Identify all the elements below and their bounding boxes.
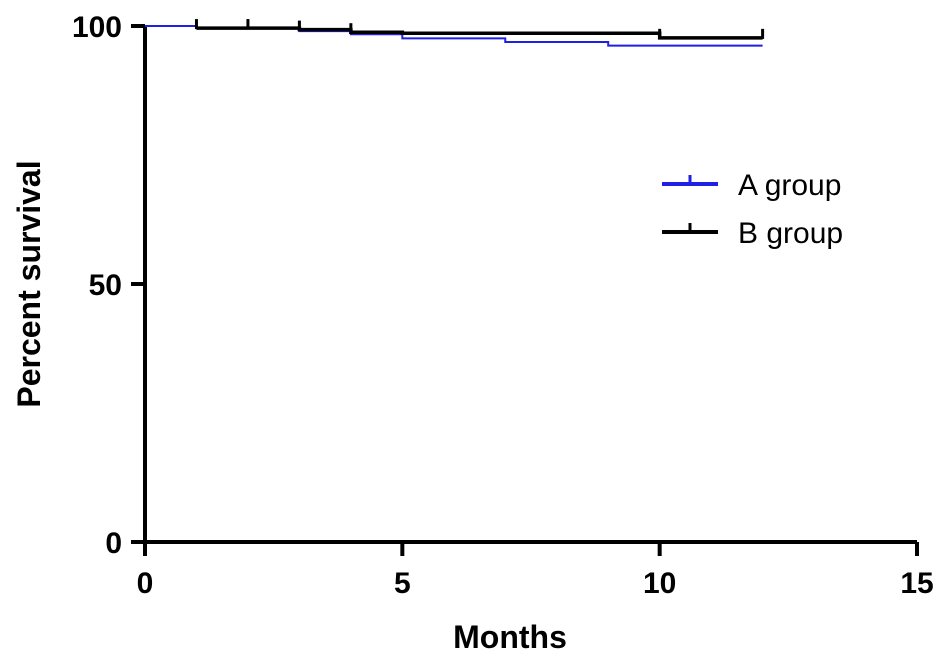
axes — [143, 26, 917, 544]
x-tick-label-5: 5 — [394, 567, 411, 600]
series-line-b — [196, 26, 763, 40]
y-tick-label-100: 100 — [72, 11, 122, 44]
x-axis-title: Months — [453, 619, 567, 655]
legend-label: A group — [738, 169, 841, 202]
series-b — [194, 19, 765, 40]
x-tick-label-10: 10 — [643, 567, 676, 600]
y-axis-title: Percent survival — [11, 160, 47, 407]
y-tick-label-50: 50 — [89, 269, 122, 302]
tick-labels: 0 5 10 15 0 50 100 — [72, 11, 934, 600]
legend-item-a: A group — [662, 169, 841, 202]
y-tick-label-0: 0 — [105, 527, 122, 560]
legend: A group B group — [662, 169, 843, 250]
legend-item-b: B group — [662, 217, 843, 250]
legend-label: B group — [738, 217, 843, 250]
x-tick-label-15: 15 — [900, 567, 933, 600]
tick-marks — [131, 24, 919, 556]
x-tick-label-0: 0 — [137, 567, 154, 600]
series-layer — [145, 19, 765, 47]
